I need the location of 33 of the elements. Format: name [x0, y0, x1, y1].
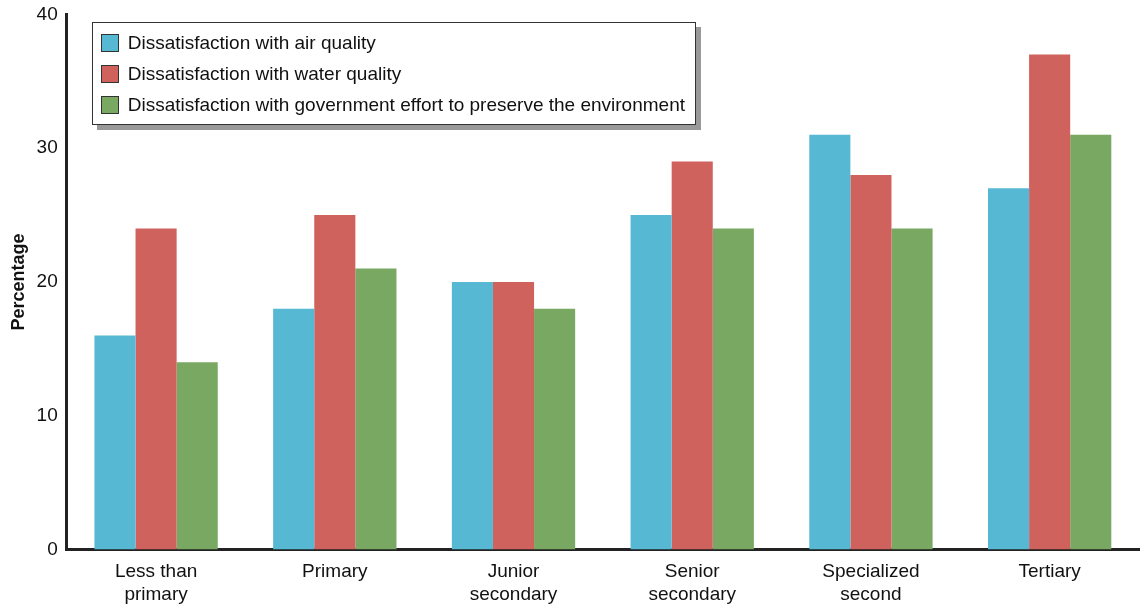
bar [630, 215, 672, 550]
bar [712, 228, 754, 550]
bar [451, 281, 493, 550]
x-tick-label: Primary [302, 560, 369, 582]
bar [534, 308, 576, 550]
bar [94, 335, 136, 550]
bar [671, 161, 713, 550]
y-tick-label: 10 [36, 403, 58, 425]
bar [1070, 134, 1112, 550]
x-tick-label: Junior secondary [469, 560, 558, 604]
y-tick-label: 0 [47, 537, 58, 559]
x-tick-label: Less than primary [114, 560, 198, 604]
legend-label: Dissatisfaction with government effort to preserve the environment [127, 93, 685, 116]
bar [273, 308, 315, 550]
y-tick-label: 20 [36, 270, 58, 292]
x-tick-label: Specialized second [822, 560, 920, 604]
bar [314, 215, 356, 550]
legend-label: Dissatisfaction with water quality [127, 62, 402, 85]
bar [809, 134, 851, 550]
x-tick-label: Senior secondary [648, 560, 737, 604]
y-tick-label: 30 [36, 136, 58, 158]
bar [891, 228, 933, 550]
x-tick-label: Tertiary [1018, 560, 1082, 582]
bar [135, 228, 177, 550]
legend-label: Dissatisfaction with air quality [127, 31, 376, 54]
bar [176, 362, 218, 550]
y-axis-title: Percentage [7, 233, 28, 331]
bar [987, 188, 1030, 550]
bar [850, 174, 892, 550]
bar [492, 281, 535, 550]
bar [1029, 54, 1071, 550]
y-tick-label: 40 [36, 2, 58, 24]
bar [355, 268, 397, 550]
